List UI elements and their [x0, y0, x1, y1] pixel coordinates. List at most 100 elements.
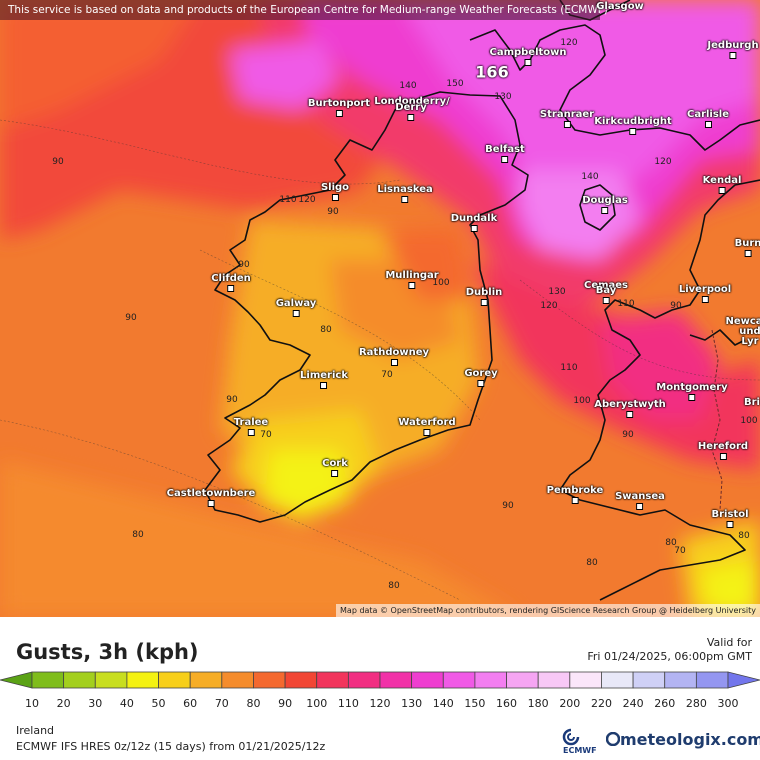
city-marker: [719, 453, 727, 460]
city-label[interactable]: Sligo: [321, 182, 349, 201]
city-name: Sligo: [320, 182, 350, 193]
city-label[interactable]: Douglas: [582, 195, 628, 214]
city-marker: [477, 380, 485, 387]
city-label[interactable]: Derry: [395, 102, 427, 121]
contour-label: 80: [738, 531, 750, 541]
city-label[interactable]: Carlisle: [687, 109, 729, 128]
contour-label: 80: [665, 538, 677, 548]
legend-value: 200: [559, 697, 581, 710]
legend-value: 150: [464, 697, 486, 710]
city-label[interactable]: Stranraer: [540, 109, 594, 128]
city-label[interactable]: Londonderry/: [374, 96, 449, 107]
city-label[interactable]: Rathdowney: [359, 347, 429, 366]
city-label[interactable]: Swansea: [615, 491, 665, 510]
legend-swatch: [664, 671, 697, 689]
city-name: Gorey: [464, 368, 498, 379]
city-name: Swansea: [615, 491, 665, 502]
city-marker: [335, 110, 343, 117]
city-label[interactable]: Lyr: [741, 336, 758, 347]
city-label[interactable]: Pembroke: [547, 485, 603, 504]
city-label[interactable]: Burn: [735, 238, 760, 257]
legend-value: 280: [685, 697, 707, 710]
contour-label: 130: [494, 92, 512, 102]
city-marker: [227, 285, 235, 292]
city-name: Limerick: [300, 370, 348, 381]
city-name: Belfast: [485, 144, 525, 155]
city-marker: [726, 521, 734, 528]
contour-label: 90: [622, 430, 634, 440]
city-label[interactable]: Campbeltown: [489, 47, 567, 66]
model-info: ECMWF IFS HRES 0z/12z (15 days) from 01/…: [16, 740, 326, 753]
city-label[interactable]: Glasgow: [596, 1, 644, 12]
city-label[interactable]: Dundalk: [450, 213, 498, 232]
city-marker: [626, 411, 634, 418]
city-label[interactable]: Dublin: [466, 287, 502, 306]
contour-label: 70: [674, 546, 686, 556]
legend-value: 120: [369, 697, 391, 710]
city-label[interactable]: Montgomery: [656, 382, 728, 401]
legend-value: 140: [432, 697, 454, 710]
city-name: Hereford: [697, 441, 749, 452]
city-label[interactable]: Limerick: [300, 370, 348, 389]
city-label[interactable]: Jedburgh: [707, 40, 759, 59]
legend-value: 30: [88, 697, 103, 710]
city-label[interactable]: Waterford: [398, 417, 456, 436]
legend-swatch: [347, 671, 381, 689]
city-marker: [331, 194, 339, 201]
city-name: Waterford: [398, 417, 456, 428]
legend-swatch: [569, 671, 602, 689]
contour-label: 120: [298, 195, 316, 205]
city-label[interactable]: Bristol: [711, 509, 749, 528]
city-label[interactable]: Gorey: [464, 368, 498, 387]
city-marker: [718, 187, 726, 194]
contour-label: 130: [548, 287, 566, 297]
city-label[interactable]: Newca: [725, 316, 760, 327]
meteologix-logo-icon: [605, 731, 621, 747]
meteologix-brand[interactable]: meteologix.com: [605, 730, 760, 749]
city-name: Rathdowney: [358, 347, 430, 358]
city-label[interactable]: Bri: [744, 397, 760, 408]
contour-label: 100: [573, 396, 591, 406]
city-label[interactable]: Kirkcudbright: [594, 116, 672, 135]
city-label[interactable]: Liverpool: [679, 284, 731, 303]
valid-label: Valid for: [706, 636, 752, 649]
city-name: Liverpool: [678, 284, 732, 295]
ecmwf-logo[interactable]: [560, 728, 582, 746]
weather-map[interactable]: This service is based on data and produc…: [0, 0, 760, 617]
legend-swatch: [632, 671, 666, 689]
legend-swatch: [63, 671, 96, 689]
city-label[interactable]: Tralee: [234, 417, 268, 436]
city-label[interactable]: Mullingar: [385, 270, 439, 289]
city-name: Campbeltown: [489, 47, 567, 58]
city-label[interactable]: Aberystwyth: [594, 399, 666, 418]
city-marker: [704, 121, 712, 128]
city-label[interactable]: Belfast: [485, 144, 525, 163]
city-label[interactable]: Galway: [276, 298, 316, 317]
city-label[interactable]: Cemaes: [584, 280, 628, 291]
city-marker: [401, 196, 409, 203]
city-label[interactable]: Burtonport: [308, 98, 370, 117]
city-marker: [744, 250, 752, 257]
city-label[interactable]: Lisnaskea: [377, 184, 433, 203]
legend-value: 260: [654, 697, 676, 710]
city-name: Bristol: [711, 509, 749, 520]
legend-value: 110: [337, 697, 359, 710]
city-label[interactable]: Hereford: [698, 441, 748, 460]
city-label[interactable]: Castletownbere: [167, 488, 255, 507]
city-marker: [729, 52, 737, 59]
city-label[interactable]: und: [739, 326, 760, 337]
contour-label: 120: [654, 157, 672, 167]
city-label[interactable]: Clifden: [211, 273, 251, 292]
legend-swatch: [31, 671, 65, 689]
city-label[interactable]: Kendal: [703, 175, 741, 194]
contour-label: 100: [740, 416, 758, 426]
legend-swatch: [284, 671, 318, 689]
map-attribution[interactable]: Map data © OpenStreetMap contributors, r…: [336, 604, 760, 617]
legend-value: 90: [278, 697, 293, 710]
city-label[interactable]: Cork: [322, 458, 348, 477]
city-name: Montgomery: [656, 382, 728, 393]
city-name: Dundalk: [450, 213, 498, 224]
contour-label: 110: [560, 363, 578, 373]
contour-label: 120: [560, 38, 578, 48]
city-label[interactable]: Bay: [596, 285, 616, 304]
